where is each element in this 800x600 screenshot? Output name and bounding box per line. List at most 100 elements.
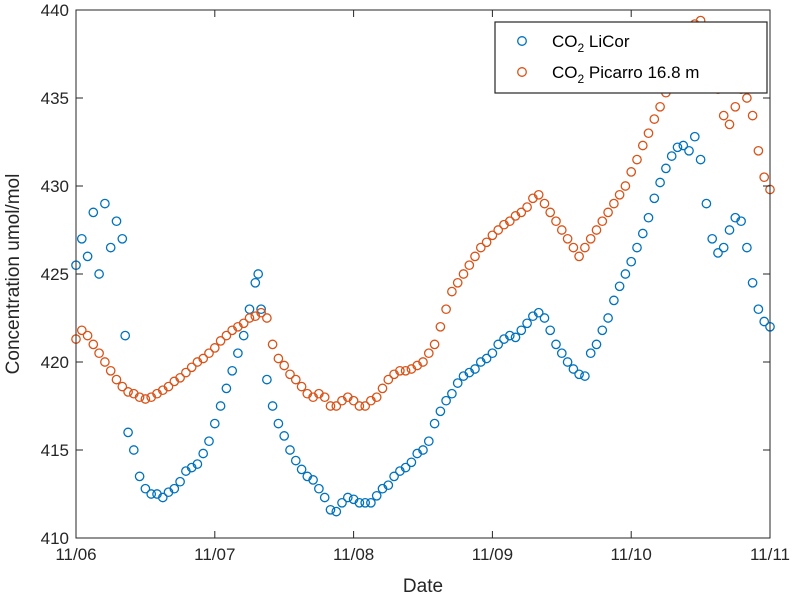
legend: CO2 LiCor CO2 Picarro 16.8 m	[494, 21, 768, 94]
data-point	[181, 367, 191, 378]
data-point	[585, 233, 596, 244]
data-point	[198, 448, 209, 459]
data-point	[695, 154, 706, 165]
data-point	[759, 172, 770, 183]
data-point	[643, 128, 654, 139]
data-point	[94, 269, 104, 279]
data-point	[383, 374, 394, 385]
data-point	[273, 353, 284, 364]
data-point	[105, 242, 116, 253]
data-point	[678, 140, 689, 151]
data-point	[510, 332, 521, 343]
data-point	[493, 339, 504, 350]
data-point	[423, 436, 434, 447]
data-point	[522, 318, 532, 329]
data-point	[395, 365, 405, 376]
data-point	[348, 395, 359, 406]
data-point	[383, 480, 394, 491]
data-point	[157, 492, 168, 503]
data-point	[458, 269, 469, 279]
data-point	[319, 492, 330, 503]
x-axis-title: Date	[403, 576, 443, 597]
data-point	[481, 237, 492, 248]
data-point	[360, 497, 371, 508]
data-point	[632, 242, 642, 253]
data-point	[464, 260, 475, 271]
data-point	[238, 318, 249, 329]
data-point	[140, 483, 151, 494]
data-point	[620, 269, 631, 279]
data-point	[123, 387, 133, 397]
data-point	[308, 475, 318, 485]
data-point	[146, 489, 157, 499]
data-point	[175, 372, 185, 383]
data-point	[262, 313, 272, 323]
data-point	[204, 348, 214, 359]
data-point	[279, 431, 290, 441]
data-point	[435, 406, 446, 417]
data-point	[267, 339, 278, 350]
data-point	[742, 242, 752, 253]
points-layer	[71, 15, 775, 517]
data-point	[753, 304, 764, 315]
data-point	[354, 401, 365, 411]
data-point	[418, 445, 428, 455]
ticks-layer: 11/06 11/07 11/08 11/09 11/10 11/11 410 415 420 4…	[41, 1, 790, 564]
data-point	[701, 198, 712, 209]
plot-background	[76, 10, 770, 538]
data-point	[655, 101, 665, 112]
data-point	[256, 304, 266, 315]
legend-marker-licor	[517, 36, 527, 46]
data-point	[556, 225, 567, 235]
data-point	[724, 119, 735, 130]
data-point	[562, 233, 573, 244]
data-point	[591, 339, 602, 350]
legend-label-licor: CO2 LiCor	[552, 32, 630, 55]
data-point	[215, 336, 226, 346]
data-point	[253, 269, 264, 279]
data-point	[441, 304, 451, 315]
legend-box	[494, 21, 768, 94]
data-point	[123, 427, 133, 438]
data-point	[215, 401, 226, 411]
y-axis-title: Concentration umol/mol	[3, 174, 24, 375]
data-point	[204, 436, 214, 447]
data-point	[435, 321, 446, 332]
data-point	[637, 228, 648, 239]
data-point	[290, 374, 301, 385]
data-point	[400, 462, 411, 473]
data-point	[233, 348, 243, 359]
data-point	[470, 251, 480, 262]
data-point	[447, 388, 457, 399]
data-point	[331, 401, 342, 411]
data-point	[111, 374, 122, 385]
data-point	[574, 251, 584, 262]
data-point	[192, 459, 203, 469]
data-point	[689, 131, 700, 142]
data-point	[406, 457, 417, 468]
data-point	[603, 313, 613, 323]
data-point	[562, 357, 573, 367]
y-tick-label: 420	[41, 353, 69, 372]
data-point	[609, 295, 619, 306]
data-point	[94, 348, 104, 359]
data-point	[551, 339, 561, 350]
data-point	[609, 198, 619, 209]
data-point	[319, 392, 330, 403]
data-point	[487, 348, 498, 359]
data-point	[423, 348, 434, 359]
data-point	[262, 374, 272, 385]
data-point	[742, 93, 752, 103]
data-point	[267, 401, 278, 411]
data-point	[418, 357, 428, 367]
data-point	[331, 506, 342, 517]
data-point	[117, 233, 128, 244]
data-point	[747, 277, 758, 288]
data-point	[533, 189, 544, 200]
data-point	[452, 277, 463, 288]
data-point	[614, 281, 625, 292]
data-point	[718, 110, 729, 121]
data-point	[597, 216, 608, 227]
